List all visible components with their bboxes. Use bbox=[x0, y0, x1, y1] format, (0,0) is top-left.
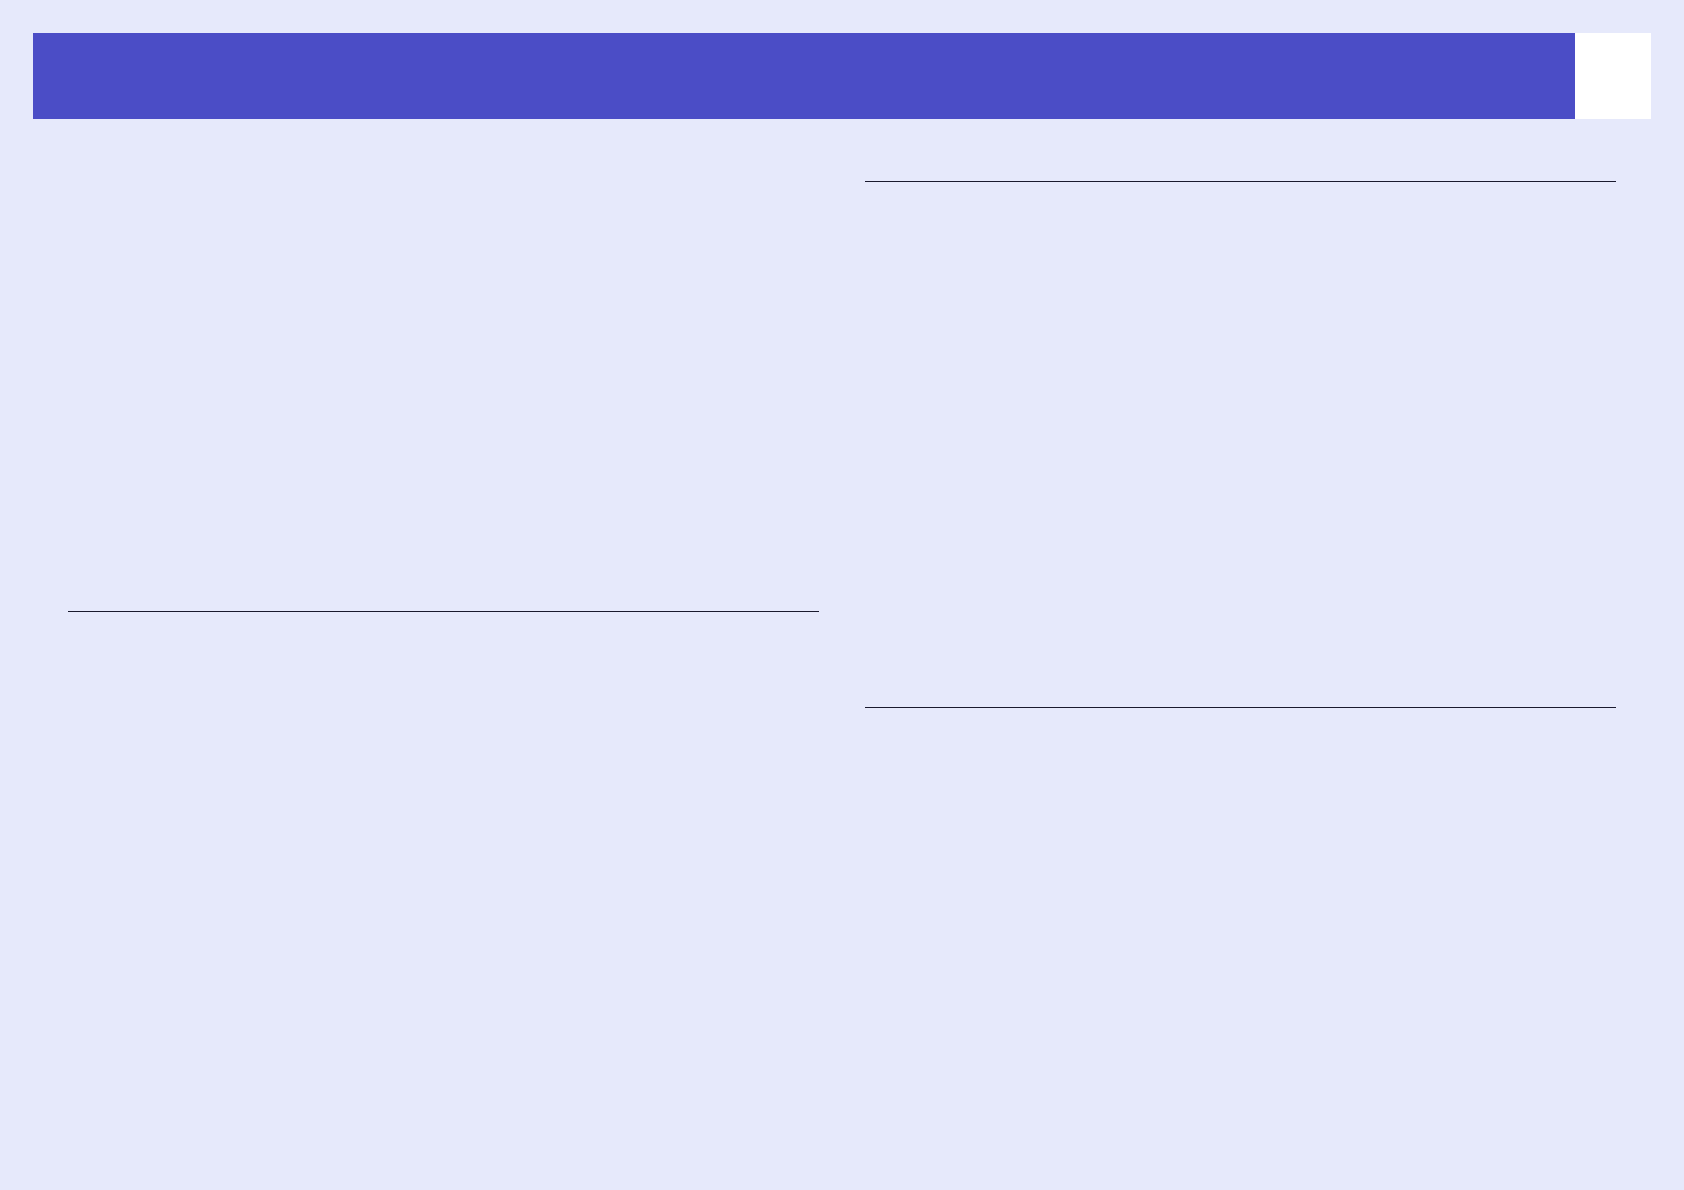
section-rule bbox=[68, 611, 819, 612]
header-box bbox=[1575, 33, 1651, 119]
header-bar bbox=[33, 33, 1575, 119]
section-rule bbox=[865, 181, 1616, 182]
section-rule bbox=[865, 707, 1616, 708]
